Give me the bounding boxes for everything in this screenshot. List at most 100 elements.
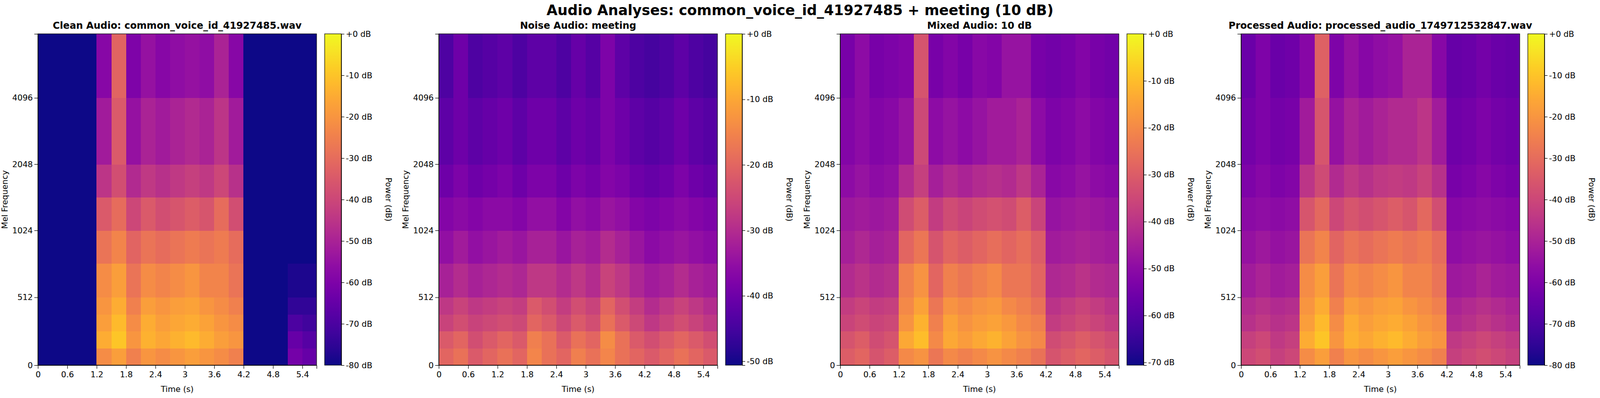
cell (943, 97, 959, 165)
cell (972, 230, 988, 264)
cell (468, 347, 484, 366)
cell (644, 97, 660, 165)
cell (214, 297, 230, 315)
colorbar-tick-mark (742, 295, 746, 297)
cell (541, 230, 557, 264)
cell (1030, 164, 1047, 198)
cell (140, 331, 157, 349)
colorbar-tick-mark (341, 240, 345, 242)
cell (273, 263, 289, 298)
cell (111, 347, 127, 366)
cell (438, 164, 454, 198)
cell (111, 230, 127, 264)
cell (497, 331, 513, 349)
cell (1490, 33, 1507, 98)
x-tick: 5.4 (1098, 365, 1112, 380)
cell (111, 164, 127, 198)
x-tick-label: 4.8 (1068, 369, 1082, 380)
x-tick-label: 1.8 (119, 369, 133, 380)
x-tick: 3 (583, 365, 589, 380)
cell (943, 33, 959, 98)
cell (1299, 297, 1315, 315)
x-tick: 1.2 (491, 365, 504, 380)
cell (629, 331, 645, 349)
colorbar-title: Power (dB) (1185, 177, 1196, 222)
cell (1104, 33, 1119, 98)
x-tick-label: 1.2 (90, 369, 103, 380)
cell (1505, 97, 1520, 165)
x-tick-label: 0 (1238, 369, 1244, 380)
cell (1030, 230, 1047, 264)
cell (1387, 263, 1404, 298)
x-tick: 2.4 (149, 365, 163, 380)
cell (170, 197, 186, 231)
cell (1060, 297, 1076, 315)
cell (1299, 331, 1315, 349)
x-tick-label: 4.2 (1039, 369, 1053, 380)
cell (184, 197, 200, 231)
y-tick-mark (1237, 297, 1242, 298)
cell (111, 263, 127, 298)
colorbar-tick-label: -10 dB (345, 70, 373, 81)
cell (1387, 97, 1404, 165)
colorbar-tick-mark (1544, 116, 1548, 118)
colorbar-tick-label: -30 dB (1549, 153, 1576, 164)
cell (600, 33, 616, 98)
colorbar-tick-label: -10 dB (1148, 76, 1175, 86)
x-axis: 00.61.21.82.433.64.24.85.4 (35, 365, 317, 380)
cell (273, 347, 289, 366)
cell (52, 164, 68, 198)
x-tick-mark (840, 365, 841, 369)
x-tick-label: 2.4 (149, 369, 163, 380)
cell (884, 314, 900, 332)
colorbar-axis-line (341, 34, 345, 366)
cell (170, 33, 186, 98)
cell (126, 164, 142, 198)
cell (482, 97, 498, 165)
x-tick: 0 (1238, 365, 1244, 380)
cell (1060, 197, 1076, 231)
cell (1402, 33, 1418, 98)
cell (1314, 97, 1330, 165)
x-tick-mark (96, 365, 97, 369)
cell (1016, 314, 1032, 332)
cell (629, 97, 645, 165)
x-tick: 1.2 (892, 365, 906, 380)
colorbar-tick-mark (742, 230, 746, 231)
x-tick: 0.6 (461, 365, 475, 380)
cell (228, 314, 244, 332)
cell (67, 33, 83, 98)
cell (527, 197, 543, 231)
x-axis-line (38, 365, 318, 370)
panel-title: Noise Audio: meeting (520, 19, 637, 31)
cell (512, 97, 528, 165)
cell (1431, 197, 1448, 231)
y-tick-label: 0 (27, 360, 33, 371)
cell (898, 347, 914, 366)
x-tick: 2.4 (951, 365, 965, 380)
colorbar: +0 dB-10 dB-20 dB-30 dB-40 dB-50 dB-60 d… (1126, 29, 1196, 368)
cell (482, 331, 498, 349)
cell (614, 197, 631, 231)
cell (512, 331, 528, 349)
cell (302, 347, 317, 366)
cell (482, 33, 498, 98)
cell (81, 297, 97, 315)
cell (1431, 33, 1448, 98)
x-tick: 3 (984, 365, 990, 380)
y-axis-line (435, 34, 440, 366)
cell (140, 230, 157, 264)
cell (1387, 331, 1404, 349)
cell (438, 97, 454, 165)
cell (1104, 297, 1119, 315)
cell (228, 297, 244, 315)
cell (497, 164, 513, 198)
cell (1060, 263, 1076, 298)
cell (126, 297, 142, 315)
cell (928, 347, 944, 366)
cell (243, 97, 259, 165)
cell (126, 230, 142, 264)
cell (703, 97, 718, 165)
cell (972, 314, 988, 332)
cell (1045, 347, 1061, 366)
